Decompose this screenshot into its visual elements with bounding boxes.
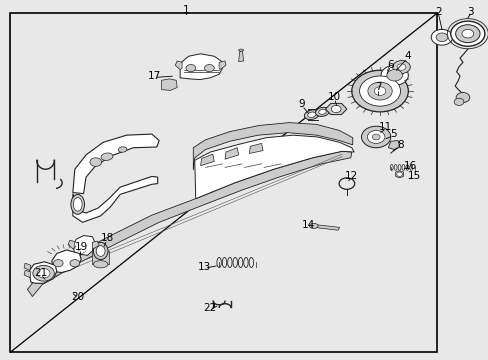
Text: 2: 2 xyxy=(434,7,441,17)
Ellipse shape xyxy=(304,110,319,120)
Circle shape xyxy=(37,269,50,278)
Polygon shape xyxy=(68,240,75,249)
Circle shape xyxy=(455,93,469,103)
Polygon shape xyxy=(73,176,158,222)
Polygon shape xyxy=(193,123,352,170)
Circle shape xyxy=(392,60,409,73)
Ellipse shape xyxy=(71,194,84,214)
Circle shape xyxy=(90,158,102,166)
Circle shape xyxy=(366,131,384,143)
Circle shape xyxy=(204,64,214,72)
Ellipse shape xyxy=(318,109,325,114)
Polygon shape xyxy=(249,143,263,153)
Circle shape xyxy=(367,82,391,100)
Polygon shape xyxy=(73,134,159,194)
Text: 19: 19 xyxy=(74,242,87,252)
Text: 22: 22 xyxy=(203,303,217,314)
Polygon shape xyxy=(238,51,243,62)
Circle shape xyxy=(435,33,447,41)
Circle shape xyxy=(461,30,473,38)
Text: 21: 21 xyxy=(34,268,47,278)
Circle shape xyxy=(359,76,400,106)
Circle shape xyxy=(70,260,80,267)
Text: 15: 15 xyxy=(407,171,420,181)
Text: 3: 3 xyxy=(466,7,472,17)
Polygon shape xyxy=(387,140,399,149)
Text: 18: 18 xyxy=(100,233,113,243)
Polygon shape xyxy=(24,263,31,270)
Text: 1: 1 xyxy=(183,5,189,15)
Ellipse shape xyxy=(93,242,108,260)
Circle shape xyxy=(380,65,407,85)
Polygon shape xyxy=(92,251,109,264)
Text: 6: 6 xyxy=(386,59,393,69)
Circle shape xyxy=(33,265,54,281)
Circle shape xyxy=(351,70,407,112)
Circle shape xyxy=(330,105,340,113)
Text: 10: 10 xyxy=(327,92,341,102)
Circle shape xyxy=(450,21,484,46)
Text: 16: 16 xyxy=(403,161,416,171)
Polygon shape xyxy=(52,250,81,273)
Circle shape xyxy=(373,87,385,95)
Polygon shape xyxy=(313,225,339,230)
Polygon shape xyxy=(200,154,214,166)
Circle shape xyxy=(396,64,405,70)
Polygon shape xyxy=(175,61,182,69)
Polygon shape xyxy=(29,262,57,283)
Ellipse shape xyxy=(307,112,315,117)
Text: 5: 5 xyxy=(389,129,396,139)
Text: 11: 11 xyxy=(379,122,392,132)
Text: 7: 7 xyxy=(374,82,381,93)
Polygon shape xyxy=(24,270,31,278)
Polygon shape xyxy=(92,241,99,249)
Ellipse shape xyxy=(118,147,127,152)
Ellipse shape xyxy=(315,107,329,116)
Text: 17: 17 xyxy=(147,71,161,81)
Ellipse shape xyxy=(93,261,108,268)
Polygon shape xyxy=(325,103,346,114)
Ellipse shape xyxy=(73,198,82,211)
Ellipse shape xyxy=(309,224,318,228)
Ellipse shape xyxy=(96,246,105,256)
Text: 14: 14 xyxy=(302,220,315,230)
Circle shape xyxy=(455,25,479,42)
Polygon shape xyxy=(27,151,351,297)
Ellipse shape xyxy=(238,49,243,51)
Circle shape xyxy=(185,64,195,72)
Polygon shape xyxy=(180,54,222,80)
Circle shape xyxy=(371,134,379,140)
Polygon shape xyxy=(161,79,177,90)
Polygon shape xyxy=(219,61,225,69)
Circle shape xyxy=(53,260,63,267)
Polygon shape xyxy=(224,148,238,159)
Circle shape xyxy=(361,126,390,148)
Text: 4: 4 xyxy=(403,51,410,61)
Text: 20: 20 xyxy=(71,292,84,302)
Circle shape xyxy=(386,69,402,81)
Text: 9: 9 xyxy=(298,99,305,109)
Text: 12: 12 xyxy=(345,171,358,181)
Polygon shape xyxy=(395,171,403,178)
Bar xyxy=(10,13,436,352)
Ellipse shape xyxy=(101,153,113,161)
Polygon shape xyxy=(194,135,353,199)
Circle shape xyxy=(396,172,402,176)
Polygon shape xyxy=(73,235,94,255)
Text: 13: 13 xyxy=(198,262,211,272)
Text: 8: 8 xyxy=(396,140,403,150)
Circle shape xyxy=(430,30,452,45)
Circle shape xyxy=(453,98,463,105)
